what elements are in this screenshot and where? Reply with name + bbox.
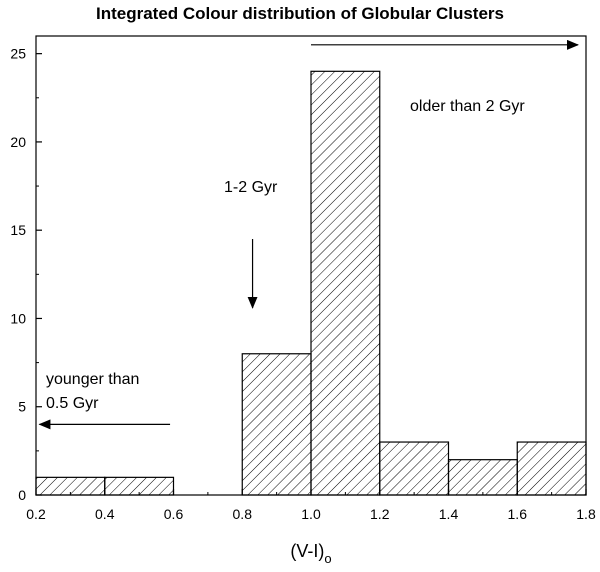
x-tick-label: 0.6 xyxy=(164,506,184,522)
x-tick-label: 0.4 xyxy=(95,506,115,522)
y-tick-label: 10 xyxy=(10,310,26,326)
histogram-bar-6 xyxy=(447,459,518,496)
annotation-younger-line2: 0.5 Gyr xyxy=(46,395,99,412)
x-tick-label: 1.0 xyxy=(301,506,321,522)
annotation-younger-line1: younger than xyxy=(46,371,139,388)
y-tick-label: 25 xyxy=(10,46,26,62)
y-tick-label: 20 xyxy=(10,134,26,150)
chart-title: Integrated Colour distribution of Globul… xyxy=(95,4,504,23)
bars xyxy=(35,70,587,496)
x-tick-label: 1.2 xyxy=(370,506,390,522)
x-tick-label: 0.2 xyxy=(26,506,46,522)
x-tick-label: 0.8 xyxy=(233,506,253,522)
annotation-older: older than 2 Gyr xyxy=(410,98,525,115)
annotation-1-2-gyr: 1-2 Gyr xyxy=(224,179,278,196)
histogram-bar-3 xyxy=(241,353,312,496)
x-tick-label: 1.4 xyxy=(439,506,459,522)
axes: 0.2 0.4 0.6 0.8 1.0 1.2 1.4 1.6 1.8 0 5 10 15 20 25 xyxy=(10,35,596,522)
y-tick-label: 15 xyxy=(10,222,26,238)
histogram-bar-5 xyxy=(379,441,450,496)
histogram-bar-4 xyxy=(310,70,381,496)
y-tick-label: 5 xyxy=(18,399,26,415)
x-axis-label: (V-I)o xyxy=(290,541,331,566)
histogram-bar-7 xyxy=(516,441,587,496)
x-tick-label: 1.6 xyxy=(508,506,528,522)
annotations: older than 2 Gyr 1-2 Gyr younger than 0.5 G… xyxy=(38,39,579,430)
y-tick-label: 0 xyxy=(18,487,26,503)
x-tick-label: 1.8 xyxy=(576,506,596,522)
